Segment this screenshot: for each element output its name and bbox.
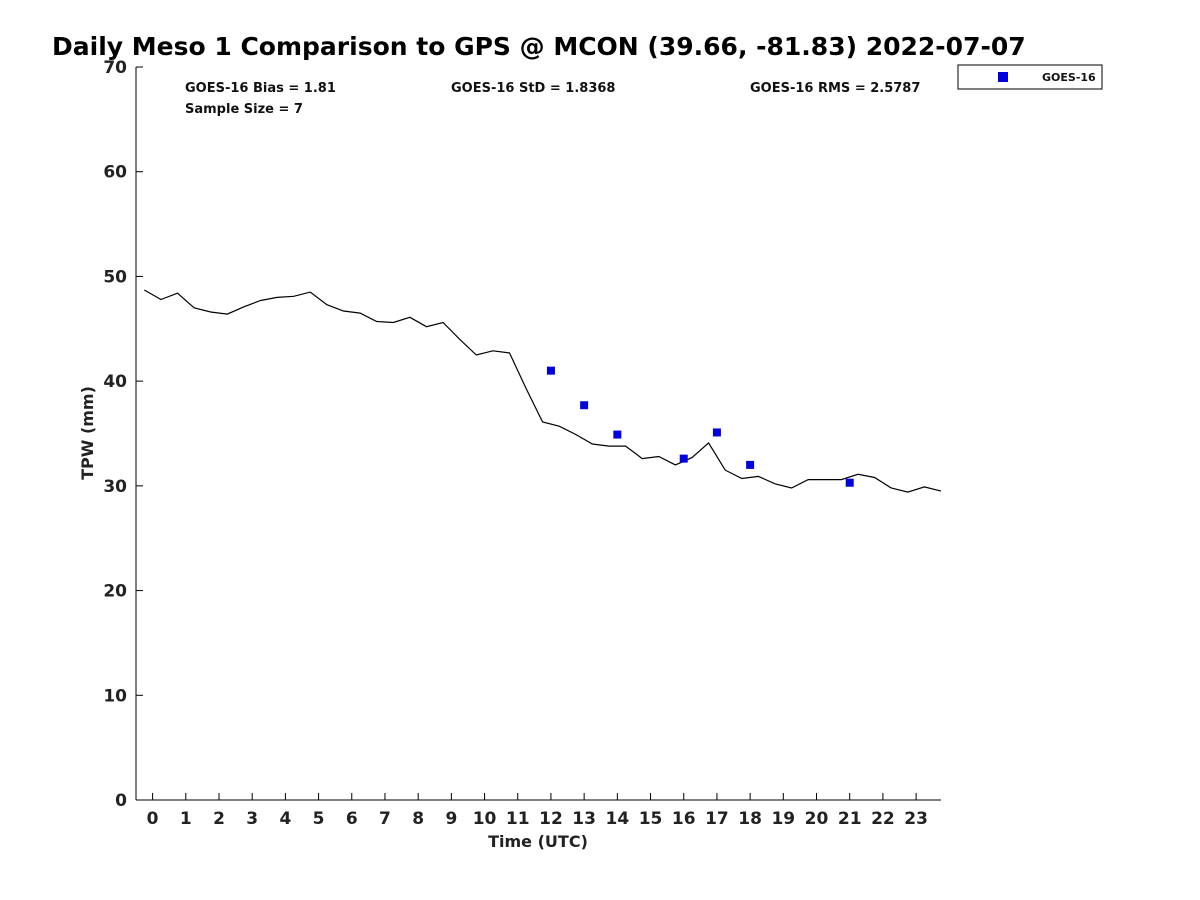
legend-box — [957, 64, 1103, 90]
gps-line — [144, 289, 942, 493]
x-axis-label: Time (UTC) — [488, 832, 588, 851]
goes-data-point — [712, 428, 721, 437]
x-tick-label: 2 — [213, 809, 225, 829]
x-tick-label: 17 — [705, 809, 729, 829]
x-tick-label: 19 — [771, 809, 795, 829]
goes-data-point — [613, 430, 622, 439]
x-tick-label: 3 — [246, 809, 258, 829]
chart-title: Daily Meso 1 Comparison to GPS @ MCON (3… — [52, 32, 1026, 61]
y-axis-label: TPW (mm) — [78, 386, 97, 480]
x-tick-label: 5 — [313, 809, 325, 829]
x-tick-label: 11 — [506, 809, 530, 829]
axes: 0 1 2 3 4 5 6 7 8 9 10 11 12 13 14 15 16 17 18 19 20 21 22 2301… — [103, 58, 941, 829]
x-tick-label: 7 — [379, 809, 391, 829]
goes-data-point — [845, 478, 854, 487]
x-tick-label: 13 — [572, 809, 596, 829]
x-tick-label: 21 — [838, 809, 862, 829]
y-tick-label: 70 — [103, 58, 127, 78]
gps-line-series — [144, 289, 942, 493]
sample-size-stat: Sample Size = 7 — [185, 102, 303, 117]
x-tick-label: 15 — [639, 809, 663, 829]
rms-stat: GOES-16 RMS = 2.5787 — [750, 81, 920, 96]
goes-point-series — [546, 366, 854, 487]
goes-data-point — [580, 401, 589, 410]
y-tick-label: 50 — [103, 267, 127, 287]
x-tick-label: 9 — [445, 809, 457, 829]
x-tick-label: 14 — [606, 809, 630, 829]
legend-label: GOES-16 — [1042, 71, 1096, 84]
x-tick-label: 12 — [539, 809, 563, 829]
goes-data-point — [746, 460, 755, 469]
x-tick-label: 18 — [738, 809, 762, 829]
x-tick-label: 6 — [346, 809, 358, 829]
bias-stat: GOES-16 Bias = 1.81 — [185, 81, 336, 96]
y-tick-label: 0 — [115, 791, 127, 811]
x-tick-label: 23 — [904, 809, 928, 829]
legend-marker — [998, 72, 1008, 82]
x-tick-label: 22 — [871, 809, 895, 829]
x-tick-label: 0 — [147, 809, 159, 829]
y-tick-label: 10 — [103, 686, 127, 706]
legend: GOES-16 — [957, 64, 1103, 90]
x-tick-label: 20 — [805, 809, 829, 829]
y-tick-label: 40 — [103, 372, 127, 392]
y-tick-label: 30 — [103, 477, 127, 497]
x-tick-label: 8 — [412, 809, 424, 829]
y-tick-label: 20 — [103, 582, 127, 602]
x-tick-label: 4 — [279, 809, 291, 829]
x-tick-label: 1 — [180, 809, 192, 829]
x-tick-label: 10 — [473, 809, 497, 829]
y-tick-label: 60 — [103, 163, 127, 183]
goes-data-point — [546, 366, 555, 375]
std-stat: GOES-16 StD = 1.8368 — [451, 81, 615, 96]
goes-data-point — [679, 454, 688, 463]
x-tick-label: 16 — [672, 809, 696, 829]
